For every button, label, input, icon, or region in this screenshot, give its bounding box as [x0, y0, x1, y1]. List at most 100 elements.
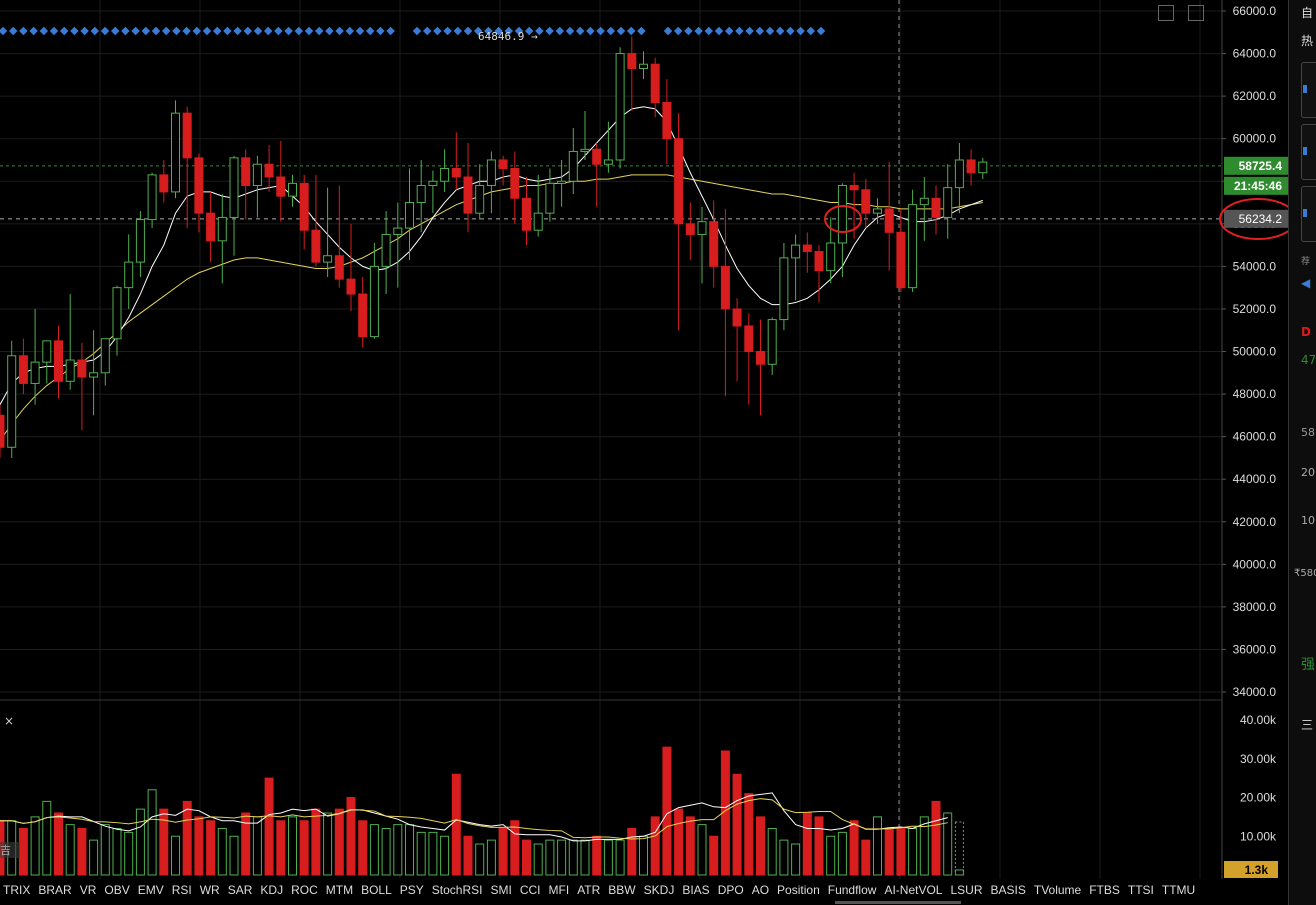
signal-dot	[565, 26, 575, 36]
indicator-tab-mfi[interactable]: MFI	[548, 883, 570, 897]
indicator-tab-vr[interactable]: VR	[79, 883, 97, 897]
indicator-tab-kdj[interactable]: KDJ	[260, 883, 284, 897]
indicator-tab-mtm[interactable]: MTM	[325, 883, 354, 897]
card-3-dot	[1303, 209, 1307, 217]
volume-bar	[358, 820, 368, 876]
candle-body	[100, 338, 110, 374]
price-tick-label: 48000.0	[1233, 387, 1277, 401]
candle-body	[779, 257, 789, 321]
indicator-tab-basis[interactable]: BASIS	[990, 883, 1026, 897]
indicator-tab-boll[interactable]: BOLL	[361, 883, 392, 897]
price-tick-label: 40000.0	[1233, 557, 1277, 571]
candle-body	[767, 319, 777, 365]
right-panel-label-top: 自	[1301, 6, 1314, 20]
candle-body	[299, 182, 309, 231]
candle-body	[323, 255, 333, 263]
indicator-tab-position[interactable]: Position	[777, 883, 820, 897]
indicator-tab-ai-netvol[interactable]: AI-NetVOL	[884, 883, 943, 897]
close-volume-icon[interactable]: ×	[4, 714, 15, 728]
candle-body	[405, 202, 414, 229]
candles	[0, 36, 988, 458]
indicator-tab-emv[interactable]: EMV	[137, 883, 164, 897]
indicator-tab-skdj[interactable]: SKDJ	[643, 883, 675, 897]
calculator-icon[interactable]	[1158, 5, 1174, 21]
indicator-tab-smi[interactable]: SMI	[490, 883, 512, 897]
price-axis: 66000.064000.062000.060000.058000.056000…	[1222, 4, 1288, 699]
volume-bar	[814, 816, 824, 876]
volume-bar	[779, 839, 789, 876]
signal-dot	[49, 26, 59, 36]
indicator-tab-bias[interactable]: BIAS	[682, 883, 710, 897]
highlight-circle-axis	[1219, 198, 1288, 240]
volume-bar	[112, 828, 122, 876]
signal-dot	[223, 26, 232, 36]
volume-bar	[428, 831, 438, 876]
indicator-tab-ftbs[interactable]: FTBS	[1089, 883, 1120, 897]
indicator-tab-ao[interactable]: AO	[751, 883, 770, 897]
indicator-tab-tvolume[interactable]: TVolume	[1033, 883, 1082, 897]
indicator-tab-obv[interactable]: OBV	[104, 883, 130, 897]
current-volume-label: 1.3k	[1245, 863, 1269, 877]
signal-dot	[816, 26, 826, 36]
indicator-tab-psy[interactable]: PSY	[399, 883, 424, 897]
indicator-tab-brar[interactable]: BRAR	[38, 883, 72, 897]
candle-body	[709, 221, 719, 267]
indicator-tab-stochrsi[interactable]: StochRSI	[431, 883, 483, 897]
price-tick-label: 52000.0	[1233, 302, 1277, 316]
volume-bar	[545, 839, 555, 876]
candle-body	[510, 167, 520, 199]
indicator-tab-cci[interactable]: CCI	[519, 883, 541, 897]
indicator-tab-fundflow[interactable]: Fundflow	[827, 883, 877, 897]
indicator-tab-bbw[interactable]: BBW	[608, 883, 636, 897]
candle-body	[837, 185, 847, 244]
indicator-tab-lsur[interactable]: LSUR	[950, 883, 983, 897]
volume-bar	[288, 816, 297, 876]
right-panel-label-47: 47	[1301, 353, 1316, 367]
right-panel-card-2[interactable]	[1301, 124, 1316, 180]
signal-dot	[433, 26, 442, 36]
right-panel-card-3[interactable]	[1301, 186, 1316, 242]
indicator-tab-wr[interactable]: WR	[199, 883, 220, 897]
right-panel-label-20: 20	[1301, 466, 1315, 479]
signal-dot	[637, 26, 646, 36]
volume-bar	[627, 828, 637, 876]
signal-dot	[422, 26, 432, 36]
volume-bar	[463, 835, 473, 876]
indicator-tab-dpo[interactable]: DPO	[717, 883, 744, 897]
indicator-tab-atr[interactable]: ATR	[577, 883, 601, 897]
candle-body	[252, 163, 262, 187]
speaker-icon[interactable]: ◀	[1301, 276, 1311, 290]
signal-dot	[376, 26, 385, 36]
volume-bar	[475, 843, 485, 876]
indicator-tab-ttsi[interactable]: TTSI	[1127, 883, 1154, 897]
indicator-tab-roc[interactable]: ROC	[291, 883, 318, 897]
volume-bar	[323, 812, 333, 876]
volume-bar	[252, 816, 262, 876]
horizontal-scrollbar[interactable]	[835, 901, 961, 904]
volume-bar	[919, 816, 929, 876]
indicator-tab-sar[interactable]: SAR	[227, 883, 253, 897]
volume-bar	[65, 824, 75, 876]
indicator-tab-trix[interactable]: TRIX	[3, 883, 31, 897]
candle-body	[861, 189, 871, 214]
price-chart[interactable]: 66000.064000.062000.060000.058000.056000…	[0, 0, 1288, 879]
signal-dot	[182, 26, 191, 36]
indicator-tab-rsi[interactable]: RSI	[171, 883, 192, 897]
indicator-tab-ttmu[interactable]: TTMU	[1161, 883, 1196, 897]
volume-tick-label: 40.00k	[1240, 713, 1277, 727]
volume-bar	[171, 835, 180, 876]
signal-dot	[806, 26, 816, 36]
price-tick-label: 42000.0	[1233, 515, 1277, 529]
fullscreen-icon[interactable]	[1188, 5, 1204, 21]
volume-bar	[229, 835, 239, 876]
current-volume-badge	[1224, 861, 1278, 878]
candle-body	[919, 197, 929, 206]
signal-dot	[616, 26, 626, 36]
last-price-badge	[1224, 156, 1288, 175]
volume-bar	[954, 869, 964, 876]
candle-body	[943, 187, 953, 218]
signal-dot	[19, 26, 28, 36]
price-tick-label: 50000.0	[1233, 345, 1277, 359]
volume-bar	[802, 812, 812, 876]
right-panel-card-1[interactable]	[1301, 62, 1316, 118]
